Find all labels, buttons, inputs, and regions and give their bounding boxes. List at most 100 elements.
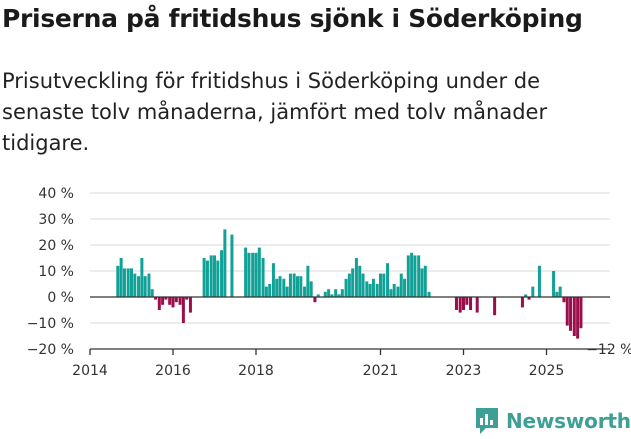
bar [344, 278, 348, 297]
bar [230, 234, 234, 297]
bar [157, 297, 161, 310]
bar [185, 297, 189, 300]
gridlines [90, 192, 610, 350]
bar [454, 297, 458, 310]
bar [389, 289, 393, 297]
y-tick-label: 10 % [38, 264, 74, 280]
bar [403, 278, 407, 297]
bar [337, 294, 341, 297]
bar [413, 255, 417, 297]
bar [392, 284, 396, 297]
bar [261, 258, 265, 297]
bar [552, 271, 556, 297]
bar [351, 268, 355, 297]
x-tick-label: 2025 [529, 363, 565, 379]
newsworthy-logo: Newsworthy [474, 406, 631, 436]
bar [143, 276, 147, 297]
newsworthy-logo-icon [476, 408, 498, 434]
x-tick-label: 2014 [72, 363, 108, 379]
bar [313, 297, 317, 303]
bar [251, 252, 255, 297]
bar [257, 247, 261, 297]
bar [475, 297, 479, 313]
bar [417, 255, 421, 297]
bar [375, 284, 379, 297]
bar [420, 268, 424, 297]
bar [282, 278, 286, 297]
bar [579, 297, 583, 329]
axes [89, 296, 610, 355]
bar [330, 294, 334, 297]
y-tick-label: 30 % [38, 212, 74, 228]
x-tick-label: 2016 [155, 363, 191, 379]
bar [116, 265, 120, 297]
bar [569, 297, 573, 331]
bar [558, 286, 562, 297]
bar [410, 252, 414, 297]
bar [309, 281, 313, 297]
bar [306, 265, 310, 297]
bar [462, 297, 465, 310]
bar [288, 273, 292, 297]
bar [126, 268, 130, 297]
bar [340, 289, 344, 297]
bar [358, 265, 362, 297]
bar [572, 297, 576, 336]
bar [213, 255, 216, 297]
chart-subtitle: Prisutveckling för fritidshus i Söderköp… [2, 69, 548, 155]
bar [520, 297, 524, 308]
bar [130, 268, 133, 297]
x-tick-label: 2023 [446, 363, 482, 379]
bar [178, 297, 182, 305]
bar [247, 252, 251, 297]
bar [137, 276, 141, 297]
bar [220, 250, 224, 297]
bar [119, 258, 123, 297]
y-tick-label: −10 % [27, 316, 74, 332]
bar [161, 297, 165, 305]
bar [150, 289, 154, 297]
bar [458, 297, 462, 313]
bar [562, 297, 566, 303]
bar [406, 255, 410, 297]
tick-labels: −20 % −10 % 0 % 10 % 20 % 30 % 40 % 2014 2016 201… [27, 186, 631, 379]
bar [423, 265, 427, 297]
bar [465, 297, 469, 305]
bar [386, 263, 390, 297]
bar [268, 284, 272, 297]
bar [323, 291, 327, 297]
bar [122, 268, 126, 297]
bar [264, 286, 268, 297]
bar [254, 252, 258, 297]
bar [174, 297, 178, 303]
bar [371, 278, 375, 297]
bar [327, 289, 331, 297]
bar [537, 265, 541, 297]
bar [493, 297, 497, 316]
bar [565, 297, 569, 326]
bar [316, 294, 320, 297]
bar [275, 278, 279, 297]
y-tick-label: 20 % [38, 238, 74, 254]
bar [576, 297, 580, 339]
bar [292, 273, 296, 297]
bar [271, 263, 275, 297]
y-tick-label: −20 % [27, 342, 74, 358]
bar [171, 297, 175, 308]
bar [164, 297, 168, 300]
bar [303, 286, 307, 297]
bar [244, 247, 248, 297]
data-label: −12 % [586, 342, 631, 358]
bar [299, 276, 303, 297]
bar [555, 291, 559, 297]
y-tick-label: 40 % [38, 186, 74, 202]
bar [216, 260, 220, 297]
bar [354, 258, 358, 297]
bar [188, 297, 192, 313]
bar [223, 229, 227, 297]
bar [379, 273, 382, 297]
bar [531, 286, 535, 297]
bar [205, 260, 209, 297]
bar [469, 297, 473, 310]
bar [399, 273, 403, 297]
